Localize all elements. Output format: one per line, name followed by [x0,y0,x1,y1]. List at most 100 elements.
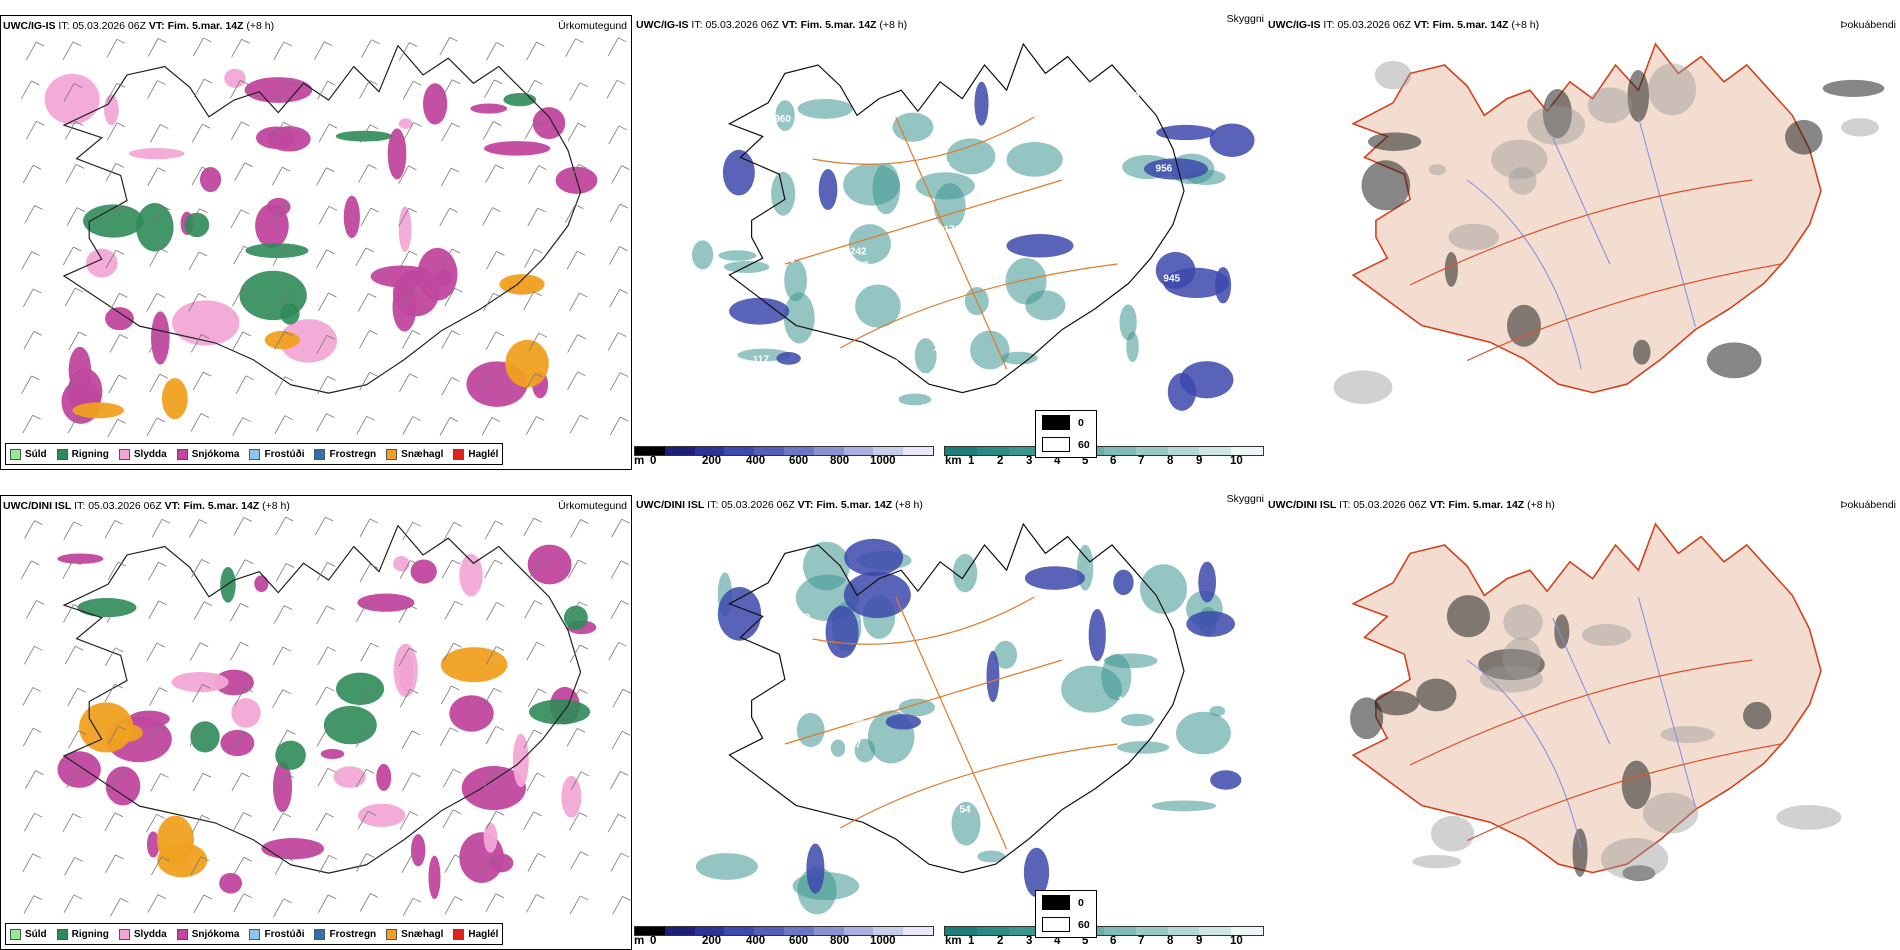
wind-barb [524,249,536,268]
fog-map [1266,33,1900,453]
wind-barb [231,39,242,58]
visibility-value-label: 677 [977,775,994,786]
fog-legend-item: 0 [1042,415,1084,430]
wind-barb [22,288,34,308]
wind-barb [275,773,286,792]
field-blob [1554,614,1570,649]
wind-barb [491,417,501,422]
wind-barb [277,290,289,310]
field-blob [184,212,210,238]
wind-barb [366,728,375,734]
wind-barb [283,121,292,127]
precip-legend-item: Snjókoma [176,928,239,940]
visibility-tick-label: 10 [1230,455,1243,467]
wind-barb [287,729,296,735]
visibility-colorbar [944,446,1264,456]
wind-barb [366,603,375,609]
road-line [784,179,1063,265]
wind-barb [451,330,460,336]
wind-barb [31,375,40,381]
it-value: 05.03.2026 06Z [1337,19,1411,31]
field-blob [1446,595,1490,638]
wind-barb [160,773,169,778]
visibility-legend: m 0 200 400 600 800 1000 km 1 2 3 4 5 6 7 8 9 10 [634,926,1264,950]
field-blob [219,872,243,894]
wind-barb [527,207,539,227]
precip-legend-swatch [56,448,68,460]
wind-barb [316,686,327,706]
wind-barb [192,773,204,792]
wind-barb [243,245,252,251]
visibility-tick-label: 4 [1054,455,1061,467]
wind-barb [147,725,159,745]
wind-barb [285,81,295,87]
wind-barb [63,604,74,623]
visibility-tick-label: 2 [997,935,1004,947]
wind-barb [241,121,250,127]
wind-barb [78,414,87,420]
wind-barb [240,209,250,215]
visibility-value-label: 301 [763,672,780,683]
wind-barb [450,727,459,733]
cloud-base-tick-label: 600 [789,455,809,467]
wind-barb [523,517,535,537]
wind-barb [399,689,411,708]
field-blob [422,83,448,125]
wind-barb [621,518,630,524]
wind-barb [565,38,576,57]
iceland-fog-map [1350,522,1842,882]
wind-barb [203,894,212,900]
wind-barb [31,80,40,86]
precip-legend-item: Frostúði [249,448,304,460]
fog-legend-item: 60 [1042,437,1090,452]
wind-barb [200,856,210,862]
wind-barb [578,559,587,565]
precip-legend-label: Rigning [71,928,109,940]
wind-barb [32,853,41,859]
wind-barb [493,121,502,126]
field-blob [190,721,220,753]
field-blob [1660,726,1715,744]
wind-barb [494,79,503,85]
wind-barb [567,559,579,579]
wind-barb [146,814,157,833]
wind-barb [115,163,125,168]
wind-barb [68,331,80,351]
wind-barb [118,374,127,380]
visibility-tick-label: 8 [1167,455,1174,467]
field-blob [86,248,118,278]
wind-barb [22,687,34,706]
wind-barb [36,600,45,605]
wind-barb [151,205,163,225]
wind-barb [146,642,158,662]
precip-legend-swatch [453,928,465,940]
wind-barb [484,520,496,539]
field-blob [57,553,104,564]
visibility-value-label: 302 [1112,867,1129,878]
wind-barb [26,121,37,140]
wind-barb [64,287,76,307]
field-blob [1006,234,1074,258]
wind-barb [190,334,202,353]
wind-barb [316,605,328,625]
precip-legend-label: Haglél [468,928,499,940]
precip-legend-item: Slydda [118,928,167,940]
wind-barb [495,520,504,526]
field-blob [1587,87,1633,124]
wind-barb [609,203,621,223]
it-value: 05.03.2026 06Z [1353,499,1427,511]
wind-barb [273,605,285,624]
visibility-value-label: 589 [1123,91,1140,102]
wind-barb [580,414,589,420]
wind-barb [243,812,252,817]
visibility-tick-label: 4 [1054,935,1061,947]
wind-barb [492,207,501,212]
field-blob [1416,678,1457,712]
cloud-base-tick-label: 1000 [870,455,896,467]
it-value: 05.03.2026 06Z [705,19,779,31]
vt-value: Fim. 5.mar. 14Z [1432,19,1509,31]
wind-barb [411,854,421,860]
wind-barb [408,165,417,171]
wind-barb [483,688,495,707]
field-blob [1101,653,1132,701]
